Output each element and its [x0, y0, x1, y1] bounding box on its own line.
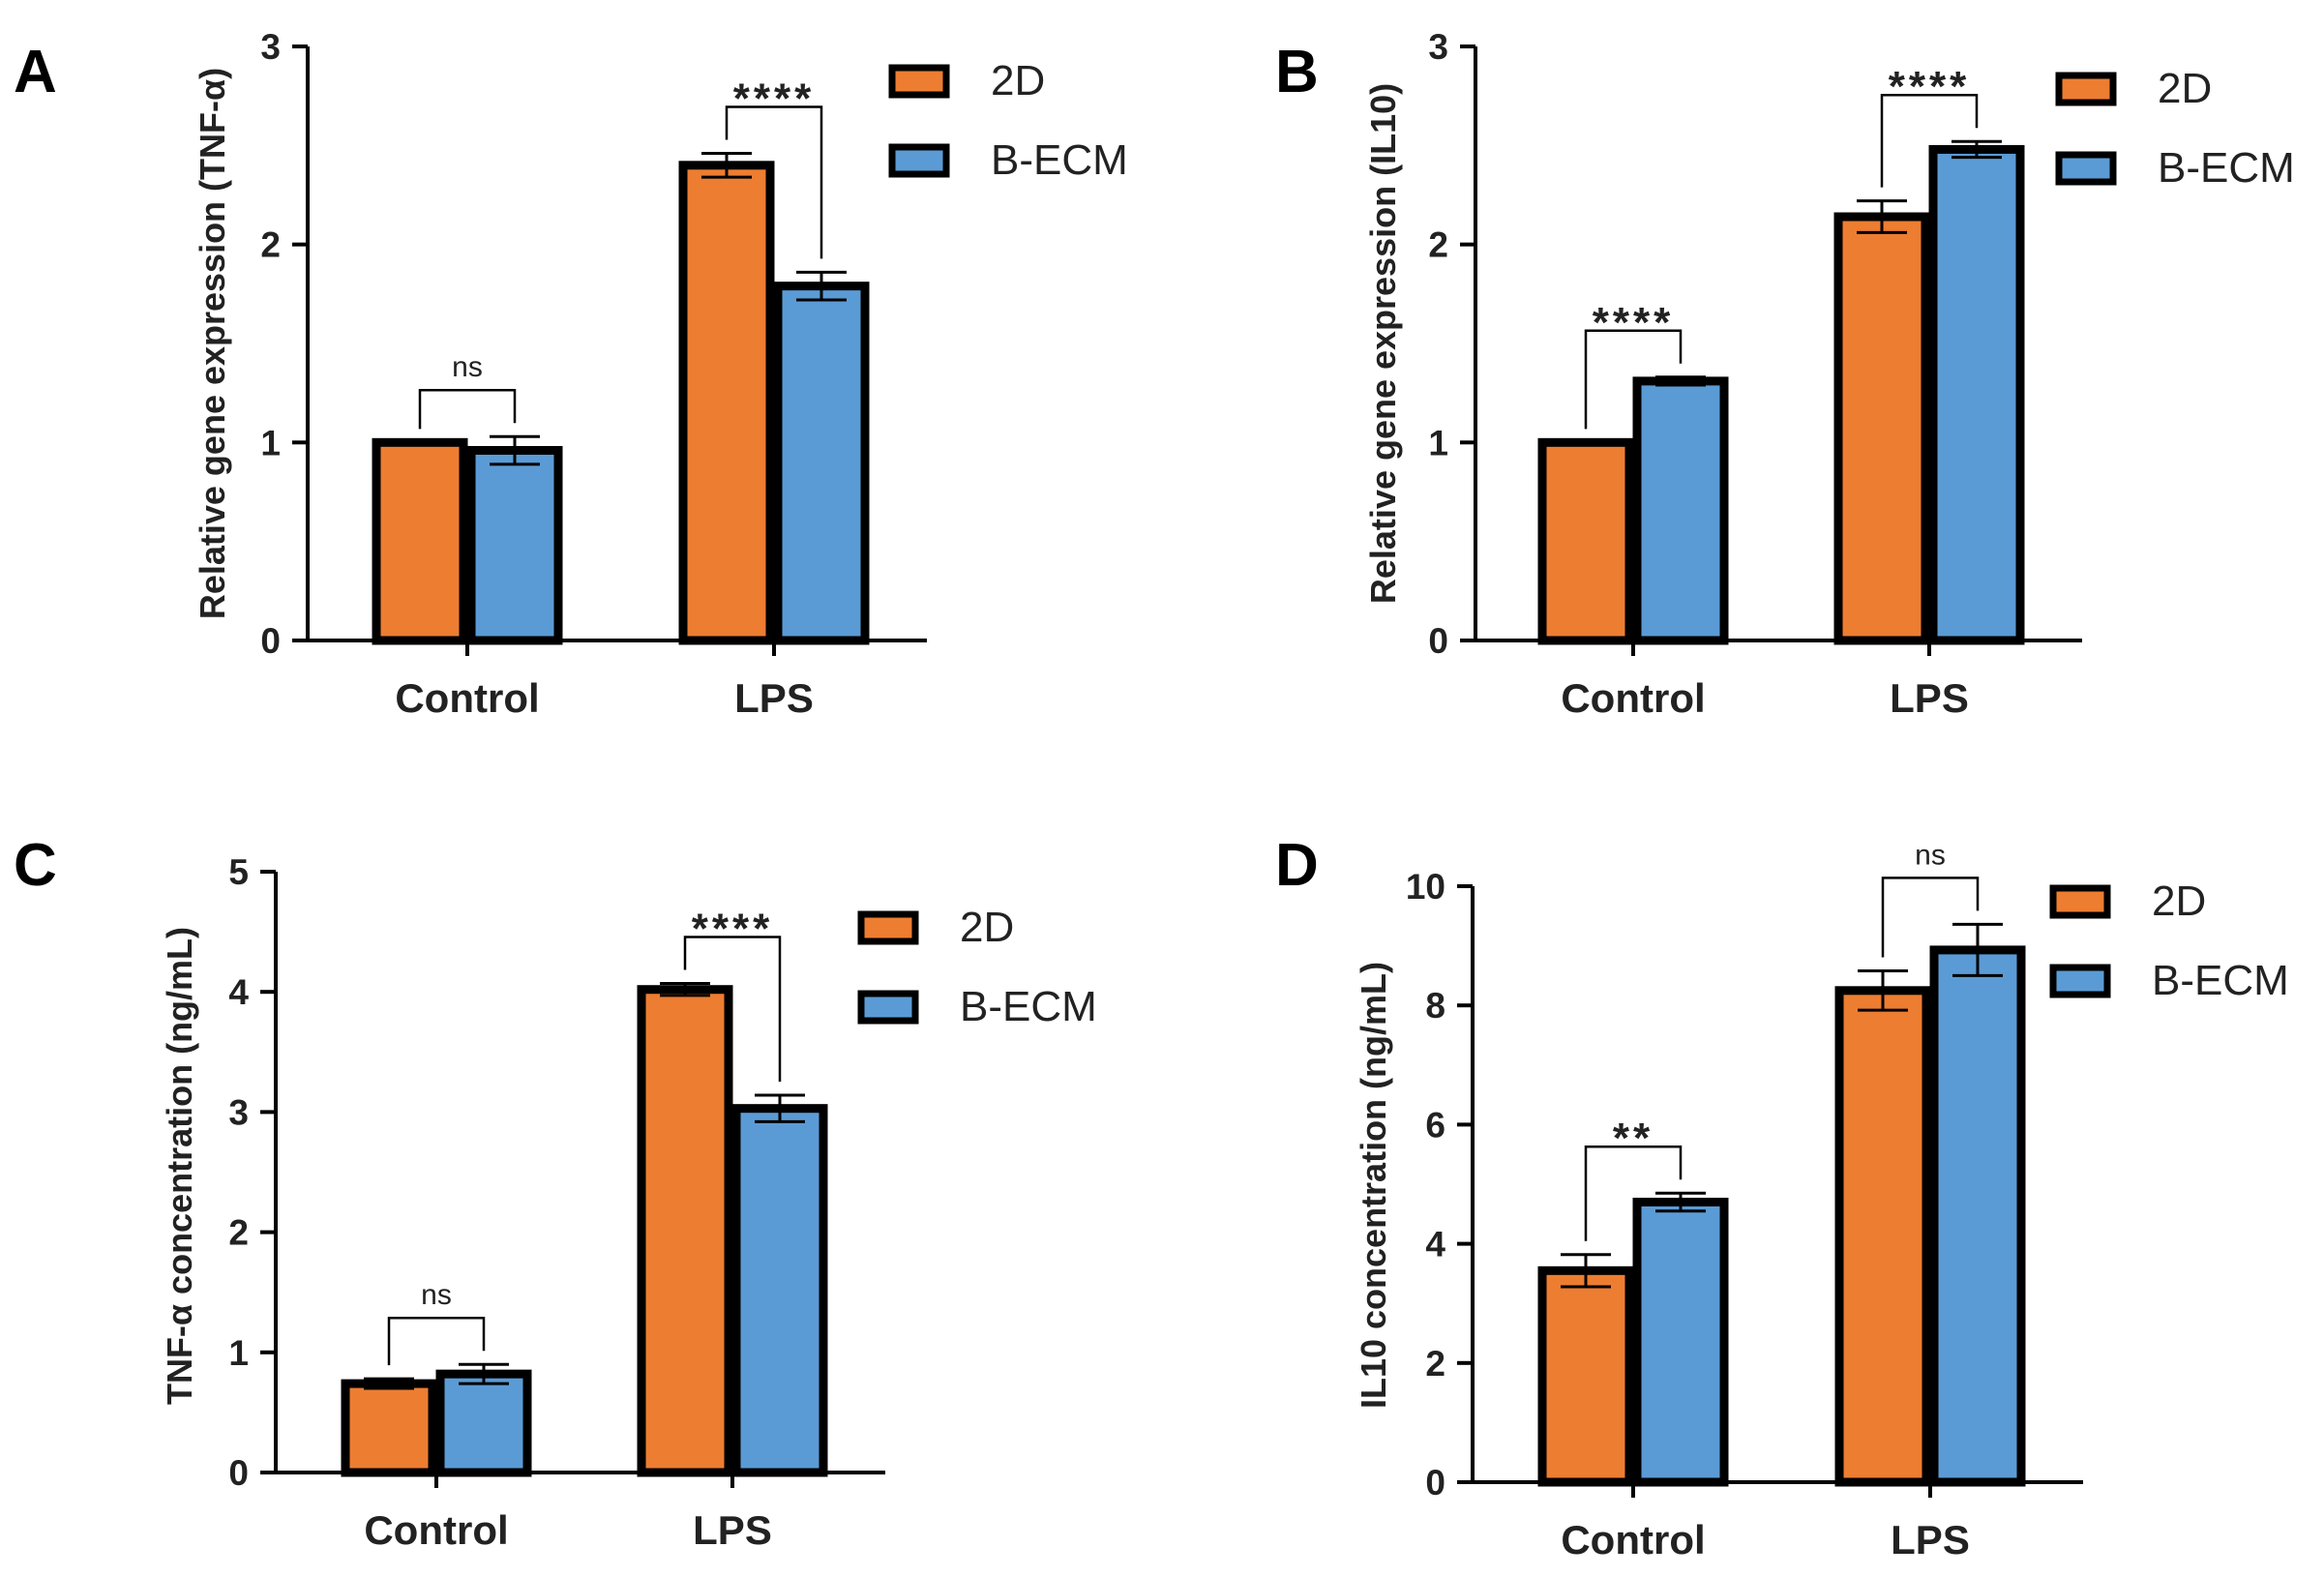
significance-label: ns [1915, 839, 1946, 871]
y-tick-label: 0 [260, 621, 281, 661]
y-tick-label: 10 [1406, 867, 1445, 907]
y-tick-label: 2 [260, 225, 281, 265]
y-tick-label: 5 [228, 852, 249, 892]
x-tick-label: LPS [734, 675, 814, 721]
bar-b-ecm-control [435, 1369, 532, 1477]
significance-bracket [1880, 93, 1979, 188]
y-tick-label: 1 [260, 423, 281, 462]
significance-label: **** [692, 906, 774, 953]
y-tick-label: 2 [1425, 1344, 1445, 1384]
x-tick-label: Control [395, 675, 539, 721]
significance-bracket [1584, 1145, 1683, 1241]
panel-label: D [1275, 832, 1319, 899]
legend-swatch-2d [857, 910, 919, 945]
x-tick-label: LPS [693, 1507, 772, 1553]
y-tick-label: 6 [1425, 1105, 1445, 1145]
legend-swatch-b-ecm [857, 990, 919, 1025]
bar-2d-control [1537, 437, 1634, 645]
panel-label: B [1275, 39, 1319, 105]
y-tick-label: 4 [1425, 1225, 1445, 1265]
bar-b-ecm-lps [1928, 144, 2025, 645]
significance-label: **** [1593, 299, 1675, 346]
y-axis-label: TNF-α concentration (ng/mL) [160, 927, 199, 1405]
legend-label-2d: 2D [991, 57, 1045, 104]
bar-2d-control [341, 1379, 437, 1477]
significance-bracket [725, 105, 823, 259]
y-tick-label: 0 [1425, 1463, 1445, 1503]
significance-bracket [418, 388, 517, 430]
legend-swatch-b-ecm [888, 143, 950, 178]
y-tick-label: 1 [228, 1333, 249, 1373]
x-tick-label: LPS [1891, 1517, 1970, 1562]
bar-2d-control [1537, 1265, 1634, 1487]
legend-label-2d: 2D [2158, 65, 2212, 112]
legend-label-b-ecm: B-ECM [960, 983, 1097, 1030]
significance-bracket [387, 1316, 486, 1366]
bar-b-ecm-control [1632, 376, 1729, 645]
legend-label-b-ecm: B-ECM [2152, 957, 2289, 1004]
x-tick-label: Control [1561, 1517, 1705, 1562]
legend-swatch-2d [2049, 884, 2111, 919]
y-axis-label: IL10 concentration (ng/mL) [1354, 962, 1393, 1409]
x-tick-label: Control [1561, 675, 1705, 721]
y-tick-label: 3 [228, 1092, 249, 1132]
bar-b-ecm-lps [773, 282, 870, 645]
significance-label: **** [1889, 63, 1971, 110]
significance-label: ns [452, 351, 483, 383]
y-tick-label: 8 [1425, 986, 1445, 1026]
y-tick-label: 1 [1428, 423, 1448, 462]
legend-swatch-b-ecm [2049, 964, 2111, 998]
y-tick-label: 0 [1428, 621, 1448, 661]
legend-swatch-2d [2055, 72, 2117, 106]
y-tick-label: 3 [260, 27, 281, 67]
bar-2d-lps [678, 161, 775, 645]
y-tick-label: 0 [228, 1453, 249, 1493]
y-tick-label: 3 [1428, 27, 1448, 67]
bar-b-ecm-control [1632, 1197, 1729, 1487]
bar-b-ecm-lps [1929, 945, 2026, 1487]
y-axis-label: Relative gene expression (TNF-α) [193, 68, 232, 619]
significance-label: **** [733, 75, 816, 123]
bar-2d-lps [1833, 212, 1930, 645]
y-tick-label: 2 [228, 1213, 249, 1253]
panel-label: A [14, 39, 57, 105]
y-tick-label: 4 [228, 972, 249, 1012]
x-tick-label: Control [364, 1507, 508, 1553]
bar-2d-lps [637, 985, 733, 1477]
significance-bracket [1584, 329, 1683, 430]
panel-label: C [14, 832, 57, 899]
chart-panel-b: B Relative gene expression (IL10) 0 1 2 3 Cont… [1275, 27, 2295, 721]
bar-2d-lps [1834, 986, 1931, 1487]
legend-swatch-b-ecm [2055, 151, 2117, 186]
y-axis-label: Relative gene expression (IL10) [1363, 83, 1403, 604]
significance-bracket [683, 936, 782, 1083]
chart-panel-d: D IL10 concentration (ng/mL) 0 2 4 6 8 10 Contro… [1275, 832, 2289, 1562]
chart-panel-a: A Relative gene expression (TNF-α) 0 1 2 3 Con… [14, 27, 1128, 721]
y-tick-label: 2 [1428, 225, 1448, 265]
bar-b-ecm-lps [731, 1104, 828, 1477]
significance-label: ns [421, 1279, 452, 1311]
chart-panel-c: C TNF-α concentration (ng/mL) 0 1 2 3 4 5 Contro… [14, 832, 1097, 1553]
significance-label: ** [1613, 1115, 1654, 1162]
significance-bracket [1881, 877, 1980, 958]
x-tick-label: LPS [1890, 675, 1969, 721]
bar-2d-control [372, 437, 468, 645]
legend-label-2d: 2D [960, 904, 1014, 951]
legend-label-b-ecm: B-ECM [991, 136, 1128, 184]
legend-label-b-ecm: B-ECM [2158, 144, 2295, 192]
legend-swatch-2d [888, 64, 950, 99]
bar-b-ecm-control [466, 446, 563, 645]
legend-label-2d: 2D [2152, 878, 2206, 925]
